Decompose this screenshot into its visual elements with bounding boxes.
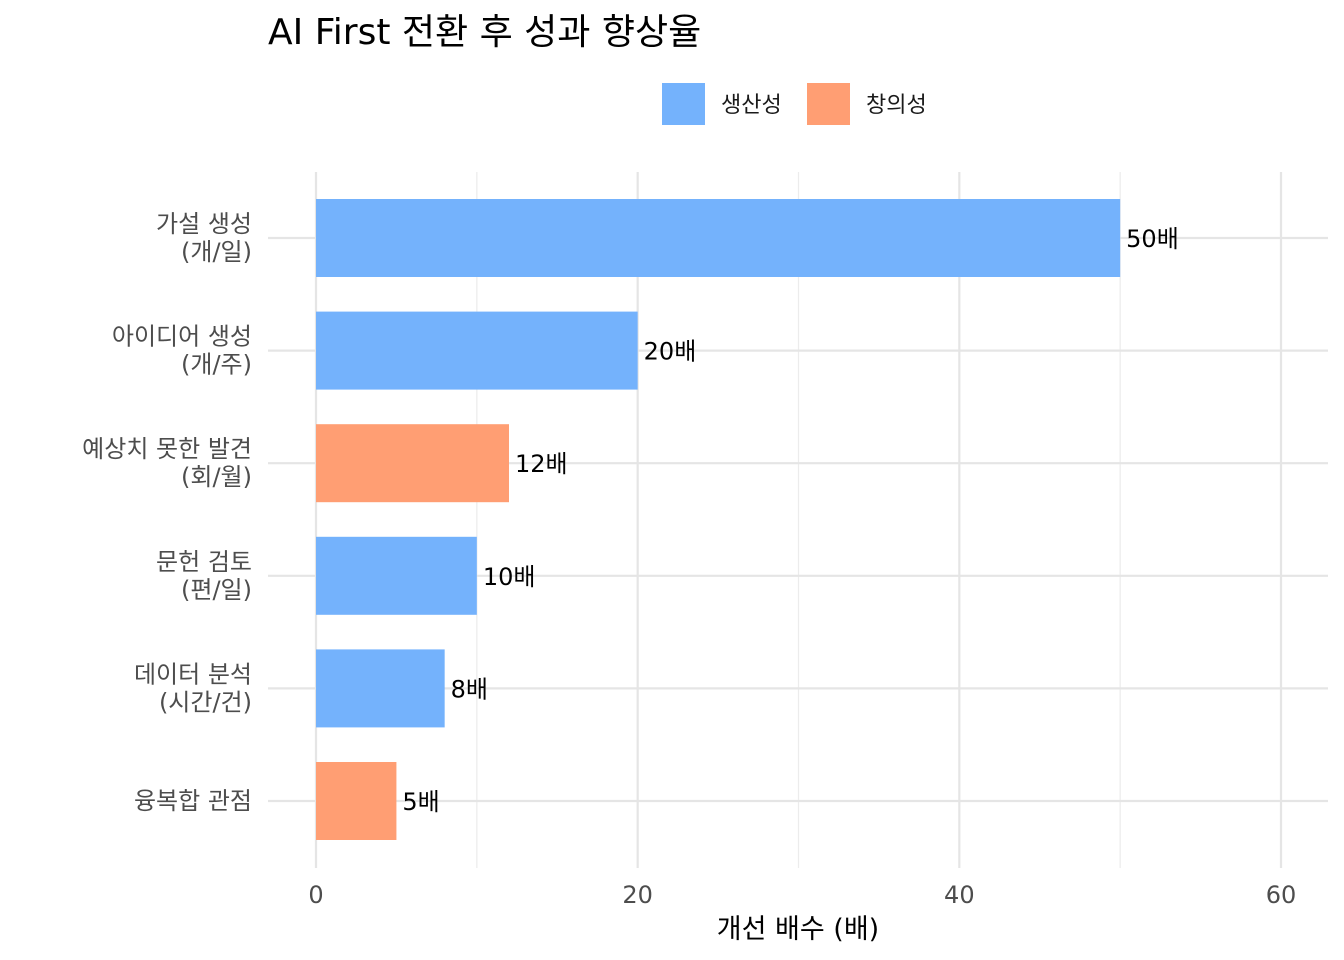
bar bbox=[316, 311, 638, 390]
category-label: 아이디어 생성 (개/주) bbox=[112, 323, 252, 379]
legend-swatch bbox=[807, 83, 850, 125]
x-tick-label: 40 bbox=[944, 881, 975, 909]
data-labels: 50배 20배 12배 10배 8배 5배 bbox=[402, 225, 1178, 816]
x-axis-title: 개선 배수 (배) bbox=[717, 914, 879, 945]
legend-swatch bbox=[662, 83, 705, 125]
bar-value-label: 20배 bbox=[644, 338, 697, 366]
bar bbox=[316, 649, 445, 728]
bar-value-label: 12배 bbox=[515, 450, 568, 478]
legend-label: 생산성 bbox=[721, 93, 782, 118]
bar-value-label: 10배 bbox=[483, 563, 536, 591]
x-tick-labels: 0 20 40 60 bbox=[308, 881, 1296, 909]
legend: 생산성 창의성 bbox=[662, 83, 927, 125]
category-label: 융복합 관점 bbox=[134, 787, 252, 815]
category-label: 문헌 검토 (편/일) bbox=[156, 548, 252, 604]
bar bbox=[316, 536, 477, 615]
category-label: 예상치 못한 발견 (회/월) bbox=[82, 435, 252, 491]
bar bbox=[316, 199, 1121, 277]
bar-value-label: 5배 bbox=[402, 788, 439, 816]
legend-label: 창의성 bbox=[866, 93, 927, 118]
category-label: 가설 생성 (개/일) bbox=[156, 210, 252, 266]
bars bbox=[316, 199, 1121, 840]
bar bbox=[316, 424, 509, 503]
chart-title: AI First 전환 후 성과 향상율 bbox=[268, 12, 701, 53]
x-tick-label: 0 bbox=[308, 881, 323, 909]
bar-value-label: 50배 bbox=[1126, 225, 1179, 253]
bar-value-label: 8배 bbox=[451, 675, 488, 703]
category-label: 데이터 분석 (시간/건) bbox=[134, 660, 252, 716]
bar bbox=[316, 762, 397, 840]
x-tick-label: 20 bbox=[622, 881, 653, 909]
x-tick-label: 60 bbox=[1266, 881, 1297, 909]
category-labels: 가설 생성 (개/일) 아이디어 생성 (개/주) 예상치 못한 발견 (회/월) 문헌 검… bbox=[82, 210, 252, 815]
